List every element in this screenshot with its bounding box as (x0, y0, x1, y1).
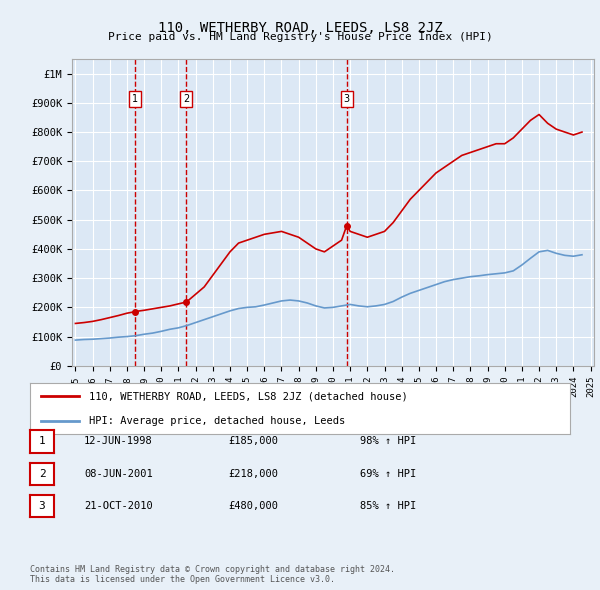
Text: 3: 3 (344, 94, 350, 104)
Text: 12-JUN-1998: 12-JUN-1998 (84, 437, 153, 446)
Text: 110, WETHERBY ROAD, LEEDS, LS8 2JZ: 110, WETHERBY ROAD, LEEDS, LS8 2JZ (158, 21, 442, 35)
Text: £480,000: £480,000 (228, 502, 278, 511)
Text: 08-JUN-2001: 08-JUN-2001 (84, 469, 153, 478)
Text: 110, WETHERBY ROAD, LEEDS, LS8 2JZ (detached house): 110, WETHERBY ROAD, LEEDS, LS8 2JZ (deta… (89, 391, 408, 401)
Text: 3: 3 (38, 502, 46, 511)
Text: 69% ↑ HPI: 69% ↑ HPI (360, 469, 416, 478)
Text: 85% ↑ HPI: 85% ↑ HPI (360, 502, 416, 511)
Text: 1: 1 (38, 437, 46, 446)
Text: 98% ↑ HPI: 98% ↑ HPI (360, 437, 416, 446)
Text: £218,000: £218,000 (228, 469, 278, 478)
Text: 1: 1 (131, 94, 138, 104)
Text: Price paid vs. HM Land Registry's House Price Index (HPI): Price paid vs. HM Land Registry's House … (107, 32, 493, 42)
Text: 2: 2 (38, 469, 46, 478)
Text: 2: 2 (183, 94, 190, 104)
Text: Contains HM Land Registry data © Crown copyright and database right 2024.
This d: Contains HM Land Registry data © Crown c… (30, 565, 395, 584)
Text: 21-OCT-2010: 21-OCT-2010 (84, 502, 153, 511)
Text: £185,000: £185,000 (228, 437, 278, 446)
Text: HPI: Average price, detached house, Leeds: HPI: Average price, detached house, Leed… (89, 416, 346, 426)
